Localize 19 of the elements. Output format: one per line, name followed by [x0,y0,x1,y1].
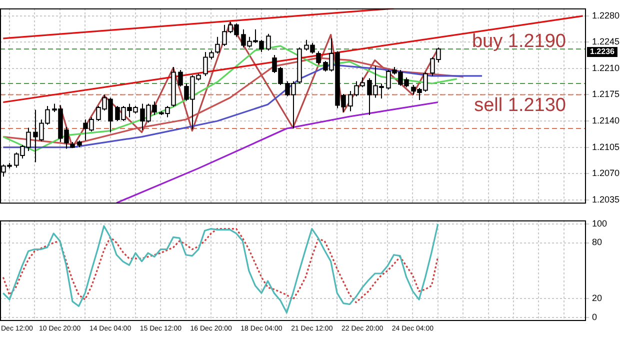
y-tick-label: 1.2140 [592,116,620,126]
y-tick-label: 80 [592,237,602,248]
y-tick-label: 100 [592,218,608,229]
candlestick [178,69,183,87]
annotation: buy 1.2190 [472,30,566,52]
line-series [2,228,439,304]
candlestick [316,50,321,64]
y-tick-label: 1.2175 [592,89,620,100]
y-tick-label: 1.2210 [592,62,620,73]
candlestick [266,33,271,51]
ref-line-label: 1.2236 [590,47,616,56]
y-tick-label: 1.2035 [592,194,620,204]
y-tick-label: 1.2245 [592,36,620,47]
y-tick-label: 1.2070 [592,168,620,178]
y-tick-label: 0 [592,312,598,322]
annotation: sell 1.2130 [474,95,566,116]
y-tick-label: 1.2280 [592,10,620,20]
y-tick-label: 1.2105 [592,142,620,152]
y-tick-label: 20 [592,293,602,304]
